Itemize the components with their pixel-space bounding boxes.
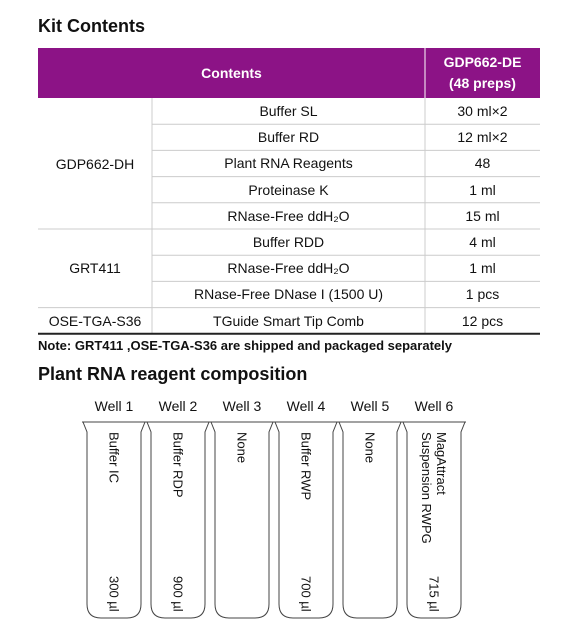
well-content: None <box>235 432 250 463</box>
tube <box>82 421 146 619</box>
section-title: Kit Contents <box>38 16 145 36</box>
content-line: Suspension RWPG <box>419 432 434 544</box>
table-cell: Buffer RDD <box>252 234 325 251</box>
table-cell: 15 ml <box>465 207 500 224</box>
note: Note: GRT411 ,OSE-TGA-S36 are shipped an… <box>38 338 452 353</box>
well-label: Well 5 <box>350 398 390 414</box>
table-cell: Buffer SL <box>259 103 318 120</box>
well-label: Well 3 <box>222 398 262 414</box>
table-cell: 30 ml×2 <box>457 103 508 120</box>
tube <box>274 421 338 619</box>
well-volume: 900 µl <box>170 576 186 612</box>
well-content: None <box>363 432 378 463</box>
table-cell: Proteinase K <box>248 181 329 198</box>
tube <box>402 421 466 619</box>
content-line: Buffer RDP <box>170 432 186 498</box>
content-line: None <box>362 432 378 464</box>
header-text: GDP662-DE <box>443 54 522 70</box>
well-content: Buffer RWP <box>299 432 314 500</box>
content-line: Buffer IC <box>106 432 122 484</box>
table-cell: 4 ml <box>469 234 496 251</box>
well-content: MagAttract Suspension RWPG <box>419 432 449 544</box>
well-content: Buffer RDP <box>171 432 186 498</box>
table-cell: 1 ml <box>469 260 496 277</box>
well-volume: 700 µl <box>298 576 314 612</box>
header-bg <box>38 48 540 98</box>
well-label: Well 4 <box>286 398 326 414</box>
well-label: Well 6 <box>414 398 454 414</box>
content-line: MagAttract <box>434 432 449 495</box>
header-cell: Contents <box>201 64 262 81</box>
well-volume: 300 µl <box>106 576 122 612</box>
table-cell: Plant RNA Reagents <box>224 155 353 172</box>
table-cell: 1 ml <box>469 181 496 198</box>
table-cell: 12 ml×2 <box>457 129 508 146</box>
table-cell: RNase-Free ddH₂O <box>227 207 350 224</box>
well-label: Well 1 <box>94 398 134 414</box>
table-cell: RNase-Free DNase I (1500 U) <box>193 286 384 303</box>
table-cell: GDP662-DH <box>55 155 135 172</box>
table-cell: OSE-TGA-S36 <box>48 312 142 329</box>
table-cell: 12 pcs <box>461 312 504 329</box>
table-cell: GRT411 <box>69 260 121 277</box>
content-line: None <box>234 432 250 464</box>
header-text: (48 preps) <box>449 75 516 91</box>
well-content: Buffer IC <box>107 432 122 483</box>
tube <box>146 421 210 619</box>
section-title: Plant RNA reagent composition <box>38 364 308 384</box>
table-cell: 48 <box>474 155 491 172</box>
well-label: Well 2 <box>158 398 198 414</box>
table-cell: TGuide Smart Tip Comb <box>213 312 364 329</box>
content-line: Buffer RWP <box>298 432 314 501</box>
table-cell: RNase-Free ddH₂O <box>227 260 350 277</box>
tube <box>338 421 402 619</box>
well-volume: 715 µl <box>426 576 442 612</box>
table-cell: 1 pcs <box>465 286 500 303</box>
tube <box>210 421 274 619</box>
table-cell: Buffer RD <box>257 129 320 146</box>
header-cell: GDP662-DE (48 preps) <box>425 48 540 98</box>
